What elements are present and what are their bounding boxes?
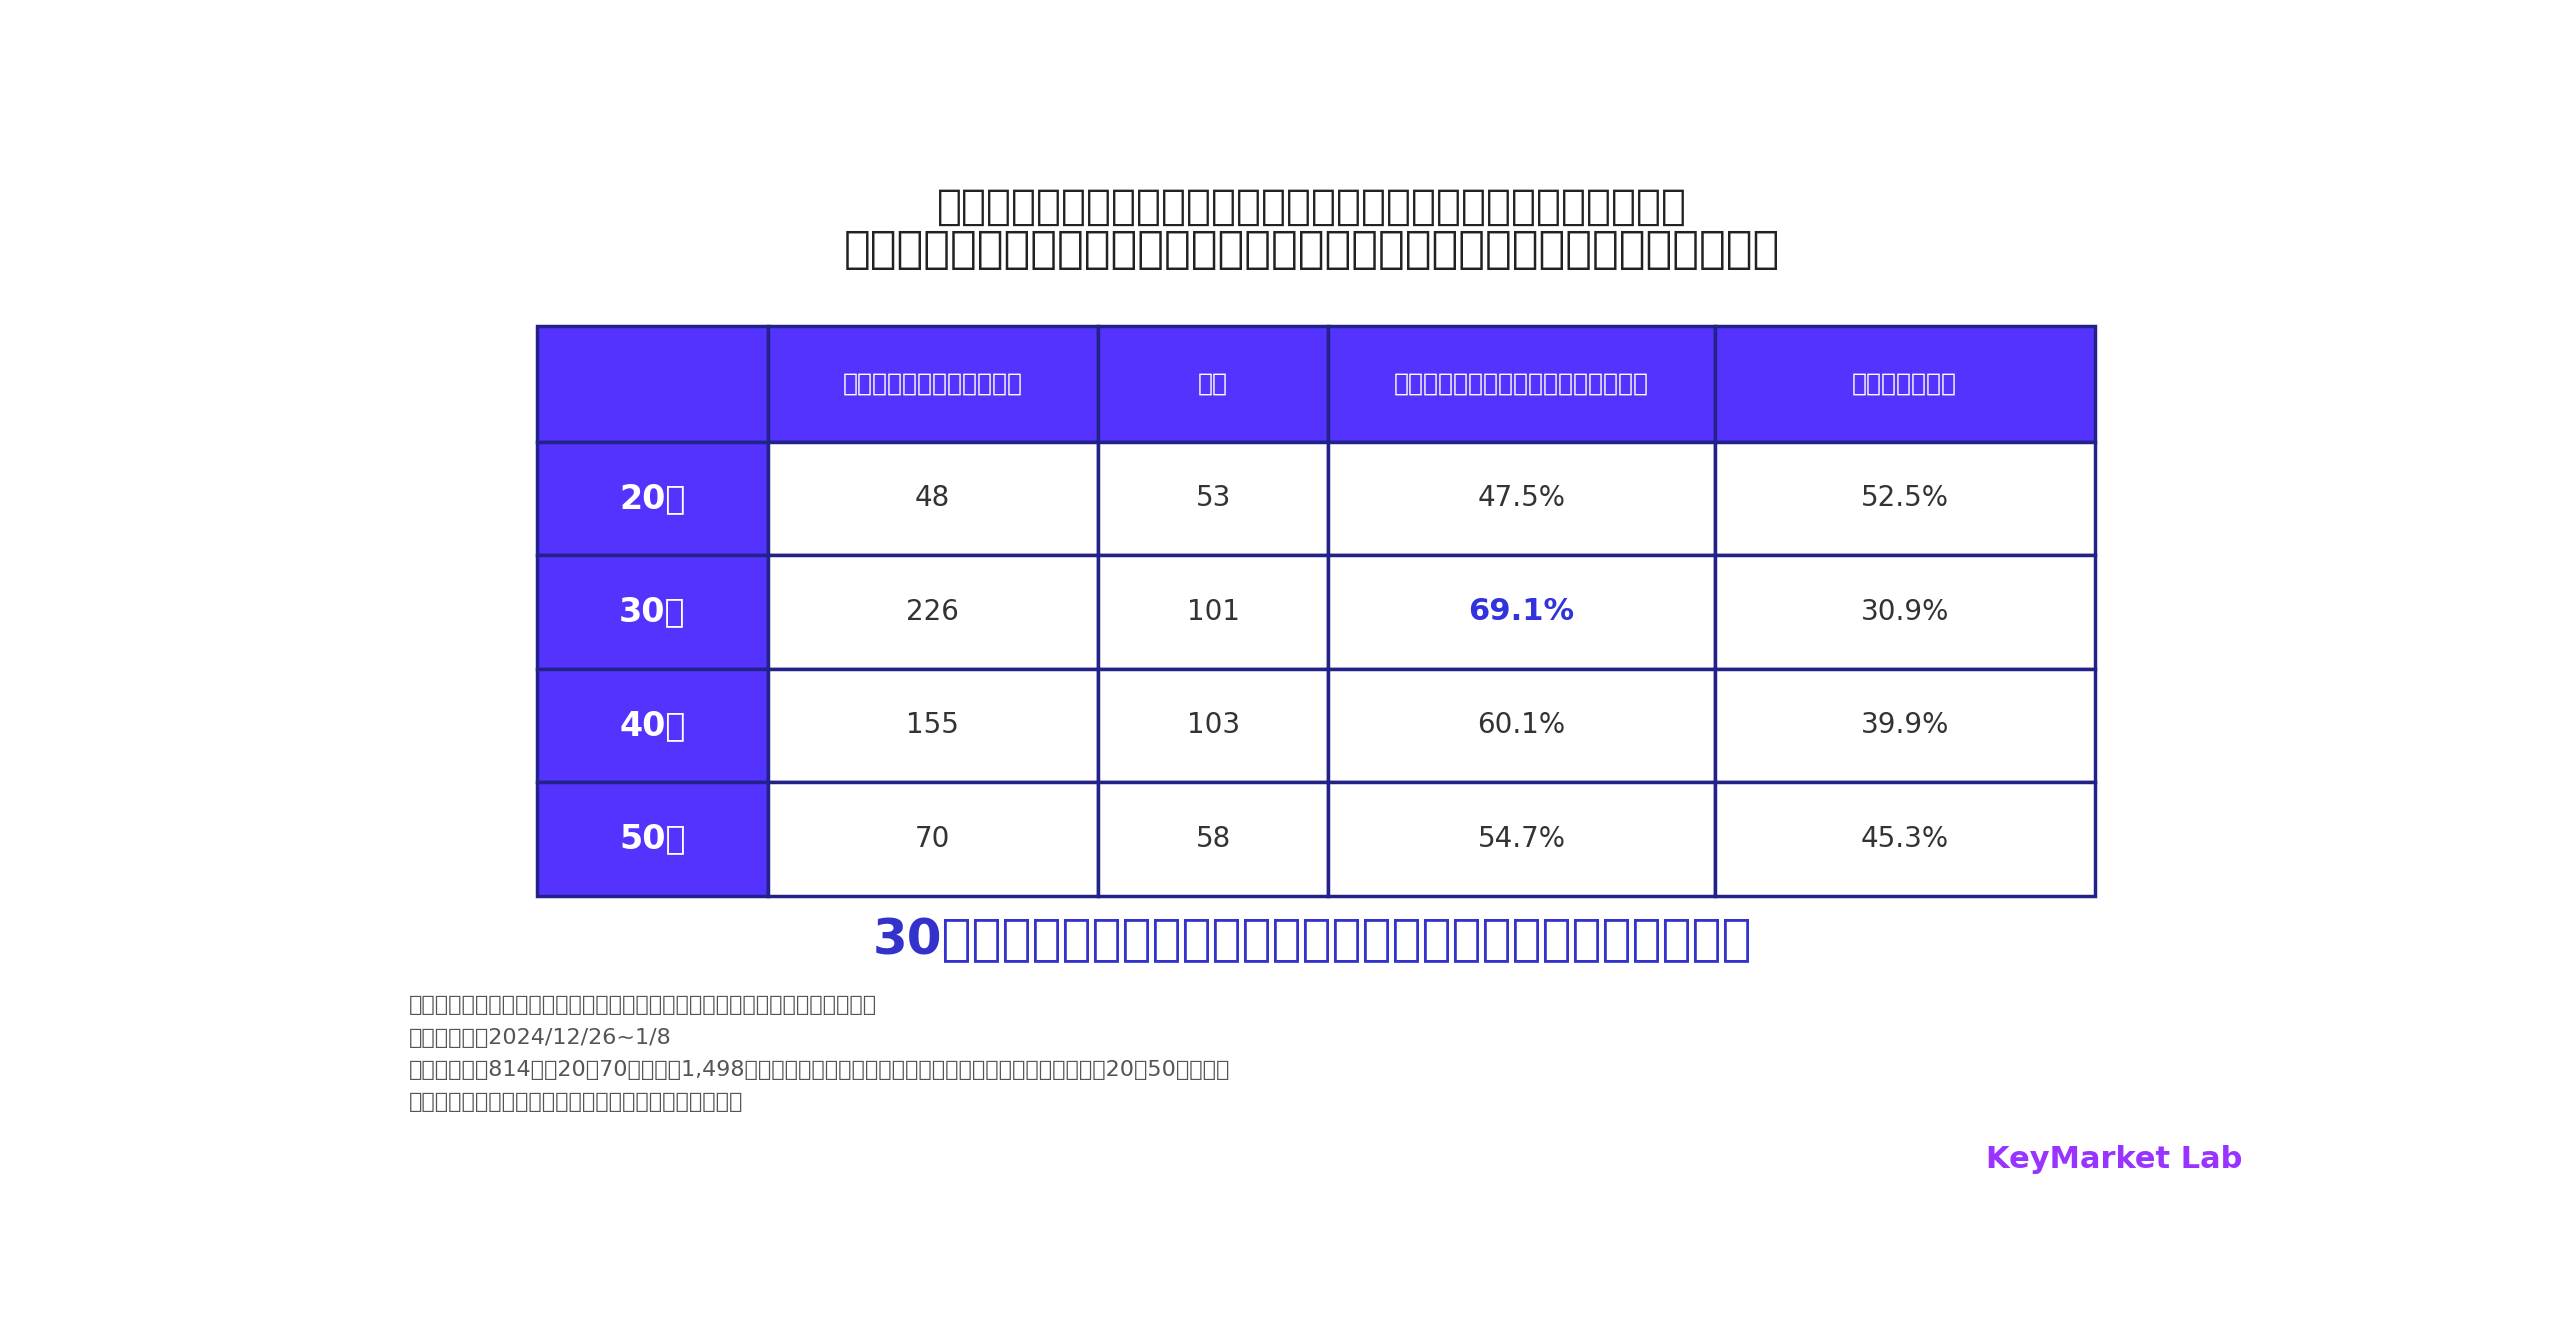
Text: ・調査方法：インターネット調査（クラウドワークス）: ・調査方法：インターネット調査（クラウドワークス） <box>410 1093 742 1113</box>
Bar <box>1098 442 1329 555</box>
Text: 69.1%: 69.1% <box>1469 598 1574 626</box>
Bar <box>1715 442 2094 555</box>
Bar <box>1098 669 1329 782</box>
Bar <box>1098 555 1329 669</box>
Bar <box>768 442 1098 555</box>
Bar <box>1329 669 1715 782</box>
Text: 101: 101 <box>1188 598 1239 626</box>
Bar <box>538 555 768 669</box>
Text: 「ない」の割合: 「ない」の割合 <box>1853 372 1958 396</box>
Text: 52.5%: 52.5% <box>1861 484 1948 512</box>
Text: 39.9%: 39.9% <box>1861 711 1948 739</box>
Text: 「ある（現在利用中も含む）」の割合: 「ある（現在利用中も含む）」の割合 <box>1395 372 1649 396</box>
Text: 40代: 40代 <box>620 710 686 742</box>
Bar <box>768 555 1098 669</box>
Text: 【調査内容：アドブロックツールの認知や利用に関するアンケート調査結果】: 【調査内容：アドブロックツールの認知や利用に関するアンケート調査結果】 <box>410 995 878 1015</box>
Text: 【アドブロックツールを「知っている」と回答した方のみに質問】: 【アドブロックツールを「知っている」と回答した方のみに質問】 <box>937 185 1687 227</box>
Bar <box>1715 327 2094 442</box>
Text: アドブロックツールを認知し、実際に利用したことはありますか？（年代別）: アドブロックツールを認知し、実際に利用したことはありますか？（年代別） <box>845 227 1779 270</box>
Bar <box>1098 327 1329 442</box>
Text: 53: 53 <box>1196 484 1231 512</box>
Text: ない: ない <box>1198 372 1229 396</box>
Text: 48: 48 <box>914 484 950 512</box>
Bar <box>538 782 768 896</box>
Text: 58: 58 <box>1196 825 1231 853</box>
Text: 226: 226 <box>906 598 960 626</box>
Bar <box>1329 327 1715 442</box>
Text: 47.5%: 47.5% <box>1477 484 1567 512</box>
Bar <box>1715 555 2094 669</box>
Text: 30代は特に「ある（現在利用中も含む）」の割合が高い傾向に: 30代は特に「ある（現在利用中も含む）」の割合が高い傾向に <box>873 915 1751 964</box>
Text: 54.7%: 54.7% <box>1477 825 1567 853</box>
Bar <box>1329 442 1715 555</box>
Text: 103: 103 <box>1185 711 1239 739</box>
Bar <box>1715 669 2094 782</box>
Text: 50代: 50代 <box>620 823 686 856</box>
Text: 45.3%: 45.3% <box>1861 825 1948 853</box>
Text: 155: 155 <box>906 711 960 739</box>
Bar <box>1098 782 1329 896</box>
Bar <box>768 669 1098 782</box>
Text: 30.9%: 30.9% <box>1861 598 1948 626</box>
Bar <box>1329 782 1715 896</box>
Bar <box>768 782 1098 896</box>
Text: 20代: 20代 <box>620 482 686 515</box>
Text: 60.1%: 60.1% <box>1477 711 1567 739</box>
Bar <box>1329 555 1715 669</box>
Bar <box>538 327 768 442</box>
Bar <box>538 442 768 555</box>
Text: ある（現在利用中も含む）: ある（現在利用中も含む） <box>842 372 1021 396</box>
Bar <box>768 327 1098 442</box>
Text: 70: 70 <box>914 825 950 853</box>
Bar <box>538 669 768 782</box>
Text: KeyMarket Lab: KeyMarket Lab <box>1987 1145 2243 1173</box>
Text: 30代: 30代 <box>620 595 686 629</box>
Text: ・調査期間：2024/12/26~1/8: ・調査期間：2024/12/26~1/8 <box>410 1028 671 1047</box>
Text: ・調査対象：814名（20〜70代の男女1,498名のうち、アドブロックツールを「知っている」と回答した20〜50代のみ）: ・調査対象：814名（20〜70代の男女1,498名のうち、アドブロックツールを… <box>410 1060 1231 1079</box>
Bar <box>1715 782 2094 896</box>
